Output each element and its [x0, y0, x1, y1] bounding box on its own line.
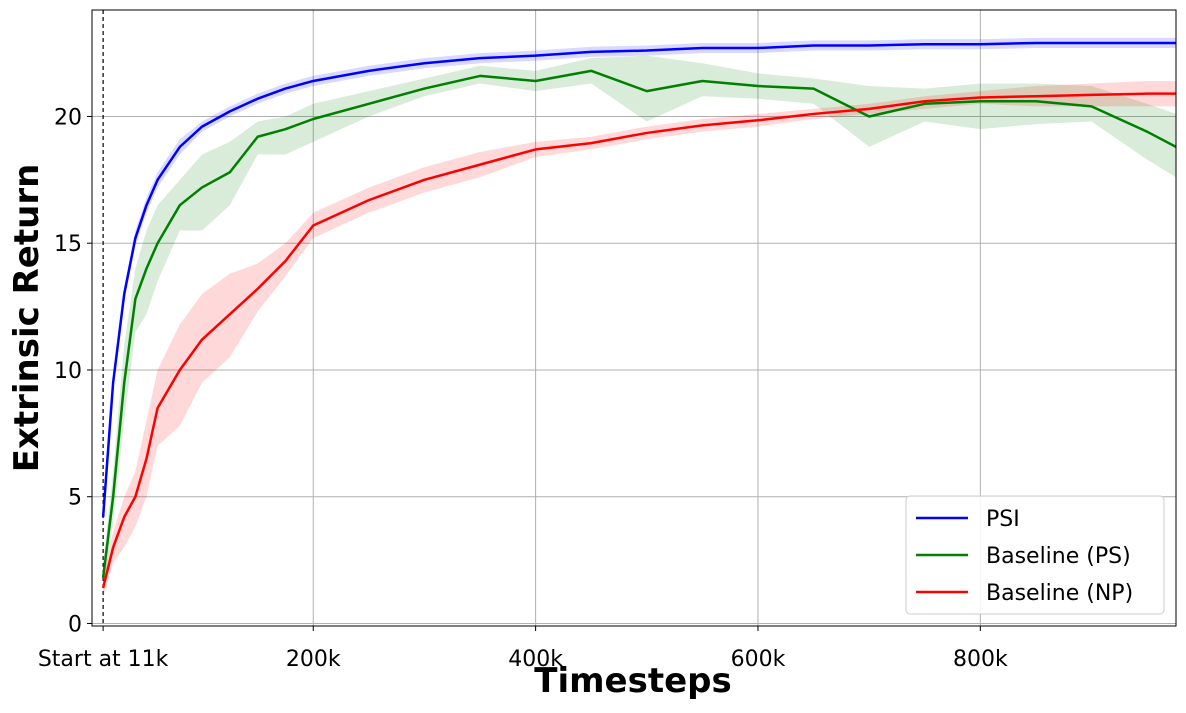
y-tick-label: 20: [54, 105, 82, 130]
y-tick-label: 10: [54, 359, 82, 384]
series-line: [101, 92, 1176, 589]
y-tick-label: 0: [68, 612, 82, 637]
legend: PSI Baseline (PS) Baseline (NP): [905, 495, 1165, 615]
y-axis-label: Extrinsic Return: [7, 164, 47, 473]
series-line: [101, 41, 1176, 518]
x-axis-label: Timesteps: [534, 661, 731, 701]
legend-label: Baseline (NP): [986, 581, 1133, 606]
plot-frame: [91, 9, 1177, 627]
x-tick-label: 600k: [731, 647, 786, 672]
y-tick-label: 15: [54, 232, 82, 257]
x-tick-label: Start at 11k: [38, 647, 169, 672]
x-tick-label: 800k: [953, 647, 1008, 672]
series-line: [101, 69, 1177, 578]
plot-area: [101, 37, 1177, 599]
confidence-band: [103, 55, 1177, 594]
legend-label: Baseline (PS): [986, 544, 1131, 569]
legend-box: [905, 495, 1165, 615]
x-tick-label: 400k: [508, 647, 563, 672]
y-tick-label: 5: [68, 486, 82, 511]
legend-label: PSI: [986, 507, 1020, 532]
confidence-band: [103, 80, 1177, 599]
x-tick-label: 200k: [286, 647, 341, 672]
